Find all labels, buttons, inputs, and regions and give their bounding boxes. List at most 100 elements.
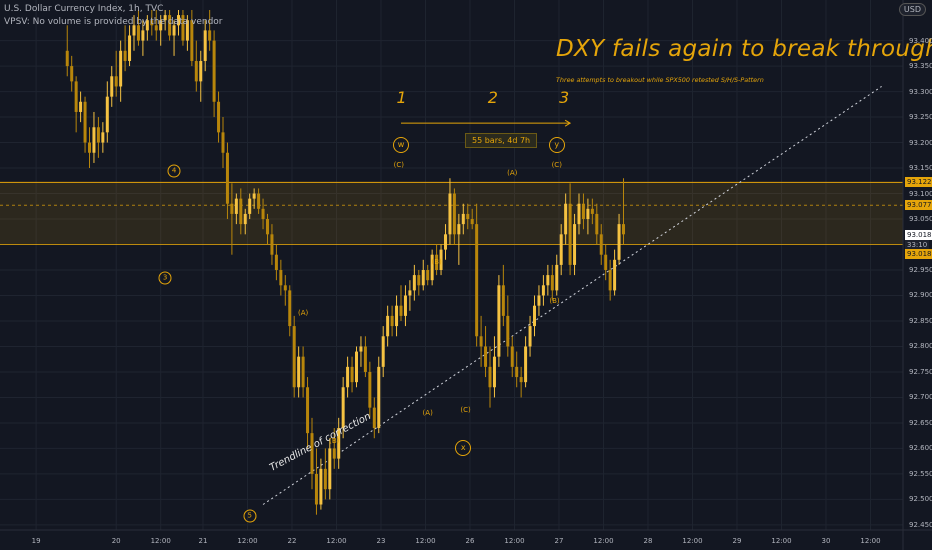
candle-body <box>439 249 443 270</box>
circled-wave-label: y <box>548 137 565 154</box>
candle-body <box>266 219 269 235</box>
candle-body <box>79 101 83 112</box>
wave-count-label: 1 <box>396 88 407 107</box>
candle-body <box>479 336 483 347</box>
candle-body <box>119 50 123 87</box>
candle-body <box>613 259 617 291</box>
candle-body <box>270 234 274 255</box>
time-axis-label: 12:00 <box>504 537 525 545</box>
time-axis-label: 12:00 <box>771 537 792 545</box>
candle-body <box>577 203 581 225</box>
time-axis-label: 28 <box>643 537 653 545</box>
candle-body <box>114 76 118 87</box>
candle-body <box>363 346 367 372</box>
candle-body <box>537 295 541 306</box>
candle-body <box>581 203 585 220</box>
candle-body <box>444 234 447 250</box>
candle-body <box>323 468 327 490</box>
candle-body <box>234 198 238 214</box>
candle-body <box>617 224 621 260</box>
candle-body <box>96 127 100 143</box>
candle-body <box>355 351 358 383</box>
candle-body <box>225 152 229 204</box>
wave-label: (A) <box>507 169 518 178</box>
wave-count-label: 2 <box>487 88 498 107</box>
candle-body <box>123 50 127 61</box>
candle-body <box>328 448 332 490</box>
price-axis-label: 93.150 <box>909 164 932 173</box>
candle-body <box>279 270 283 286</box>
wave-label: (A) <box>297 309 309 318</box>
circled-wave-label: x <box>455 440 472 457</box>
candle-body <box>105 96 109 133</box>
time-axis-label: 12:00 <box>237 537 258 545</box>
candle-body <box>252 193 256 199</box>
circled-wave-label: 4 <box>167 164 181 178</box>
candle-body <box>150 20 154 26</box>
candle-body <box>136 25 140 41</box>
candle-body <box>128 35 132 61</box>
candle-body <box>230 203 234 214</box>
candle-body <box>506 315 510 347</box>
candle-body <box>181 15 185 41</box>
candle-body <box>83 101 87 143</box>
price-tag: 33:10 <box>905 239 930 250</box>
candle-body <box>586 208 590 220</box>
chart-headline: DXY fails again to break through! <box>556 36 932 62</box>
price-axis-label: 92.500 <box>909 495 932 504</box>
candle-body <box>297 356 301 388</box>
candle-body <box>524 346 528 383</box>
candle-body <box>381 336 385 367</box>
candle-body <box>555 264 559 291</box>
candle-body <box>172 25 176 36</box>
candle-body <box>590 208 594 214</box>
wave-label: (B) <box>549 296 560 305</box>
candle-body <box>435 254 439 270</box>
candle-body <box>403 295 407 316</box>
candle-body <box>74 81 78 112</box>
price-axis-label: 92.650 <box>909 418 932 427</box>
candle-body <box>154 25 158 31</box>
price-axis-label: 92.700 <box>909 393 932 402</box>
circled-wave-label: w <box>393 137 409 154</box>
candle-body <box>466 213 470 220</box>
price-axis-label: 93.050 <box>909 215 932 224</box>
candle-body <box>314 473 318 505</box>
candle-body <box>203 30 207 61</box>
candle-body <box>492 356 496 388</box>
price-tag: 93.018 <box>905 230 932 241</box>
candle-body <box>212 40 216 102</box>
candle-body <box>332 448 336 459</box>
candle-body <box>177 15 180 26</box>
candle-body <box>243 213 247 225</box>
time-axis-label: 29 <box>732 537 742 545</box>
candle-body <box>595 213 599 235</box>
candle-body <box>368 371 372 408</box>
candle-body <box>452 193 456 235</box>
candle-body <box>217 101 221 133</box>
candle-body <box>359 346 363 352</box>
candle-body <box>461 213 465 225</box>
candle-body <box>141 30 145 41</box>
candle-body <box>110 76 114 97</box>
candle-body <box>528 326 532 347</box>
candle-body <box>417 275 421 286</box>
currency-button[interactable]: USD <box>898 3 926 16</box>
circled-wave-label: 5 <box>243 509 257 523</box>
chart-subheadline: Three attempts to breakout while SPX500 … <box>556 76 764 84</box>
time-axis-label: 12:00 <box>326 537 347 545</box>
candle-body <box>288 290 292 327</box>
time-axis-label: 27 <box>554 537 564 545</box>
candle-body <box>306 387 310 434</box>
wave-label: (A) <box>422 408 433 417</box>
candle-body <box>274 254 278 270</box>
candle-body <box>257 193 261 209</box>
candle-body <box>622 224 625 235</box>
candle-body <box>377 366 381 429</box>
candle-body <box>430 254 434 281</box>
wave-label: (C) <box>551 161 562 170</box>
candle-body <box>310 433 314 474</box>
candle-body <box>541 285 545 296</box>
